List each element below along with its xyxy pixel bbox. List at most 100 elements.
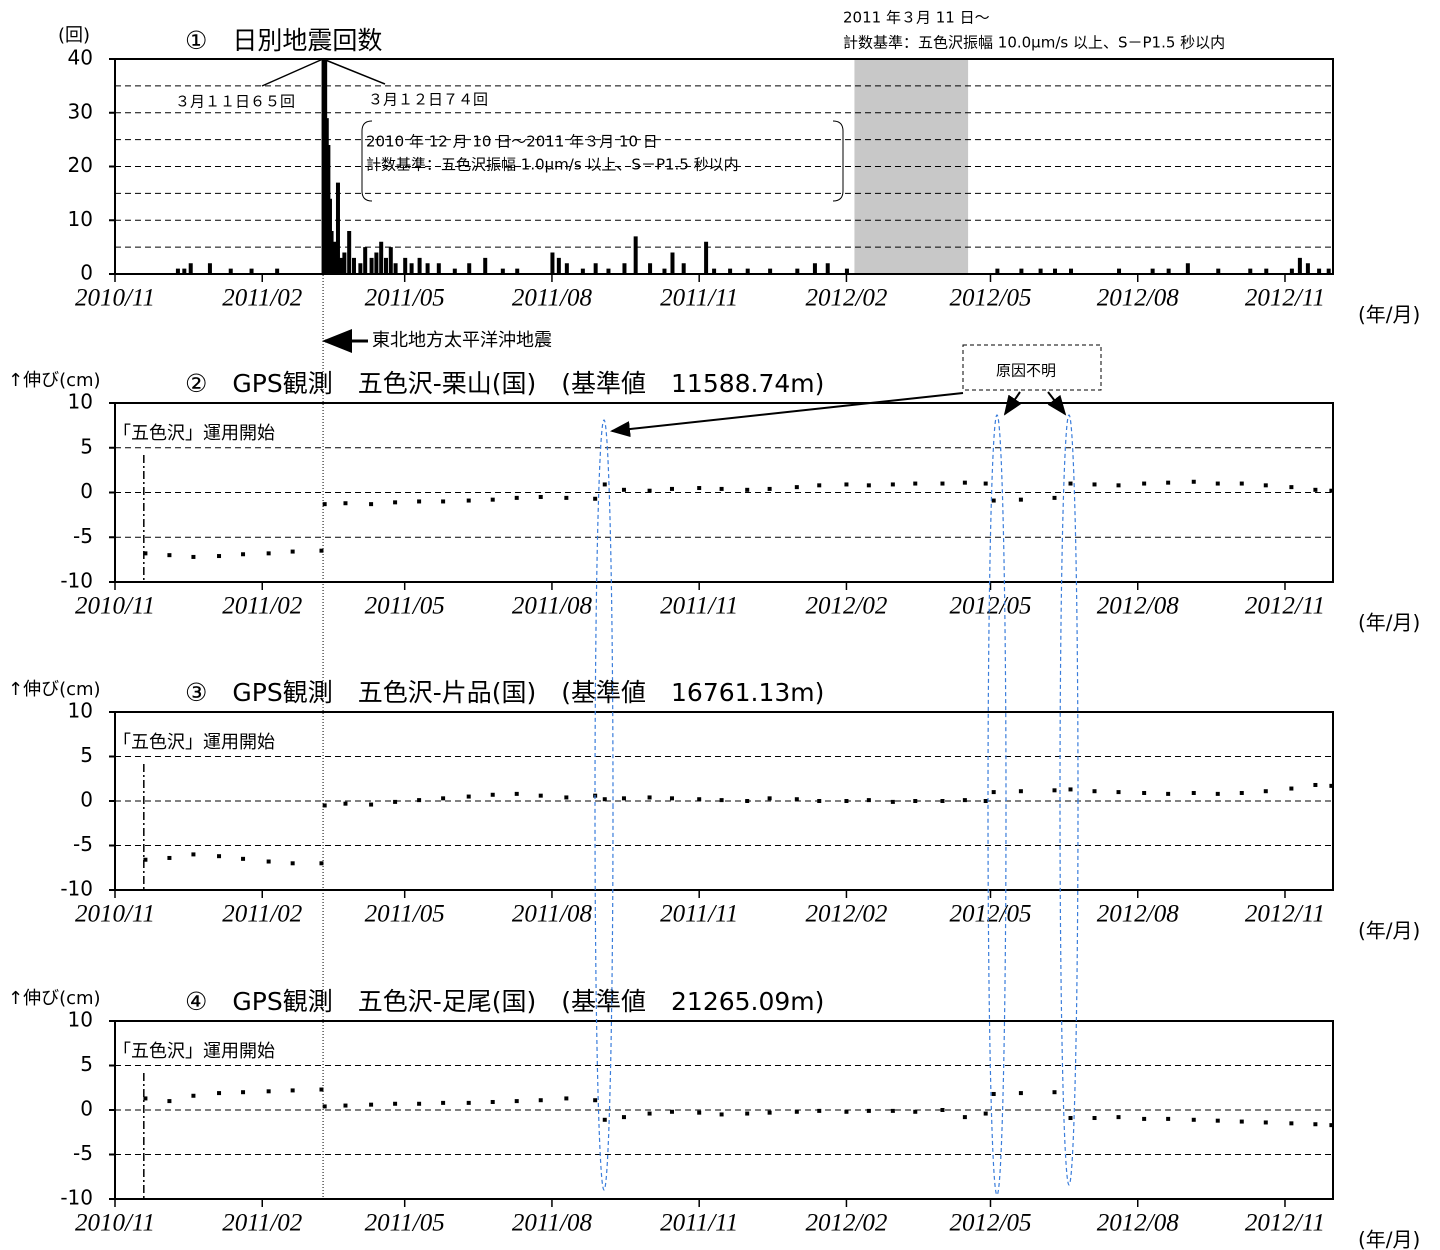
point xyxy=(647,795,652,800)
point xyxy=(983,799,988,803)
bar xyxy=(745,268,750,274)
point xyxy=(1092,789,1097,794)
point xyxy=(1289,485,1294,490)
point xyxy=(767,486,772,491)
point xyxy=(417,499,422,504)
point xyxy=(647,1111,652,1116)
point xyxy=(913,481,918,486)
point xyxy=(167,855,172,860)
point xyxy=(1142,790,1147,795)
bar xyxy=(347,231,352,274)
bar xyxy=(175,268,180,274)
x-tick-label: 2011/05 xyxy=(365,901,445,928)
note: 計数基準：五色沢振幅 1.0μm/s 以上、S－P1.5 秒以内 xyxy=(366,156,739,174)
plot-frame xyxy=(114,58,1334,275)
point xyxy=(538,494,543,499)
point xyxy=(441,796,446,801)
point xyxy=(794,797,799,802)
point xyxy=(621,1115,626,1120)
point xyxy=(669,796,674,801)
point xyxy=(844,1109,849,1114)
bar xyxy=(593,263,598,274)
point xyxy=(602,797,607,802)
y-tick-label: 5 xyxy=(80,1052,93,1076)
point xyxy=(466,498,471,503)
x-tick-label: 2012/05 xyxy=(950,1210,1032,1237)
bar xyxy=(1289,268,1294,274)
x-tick-label: 2010/11 xyxy=(75,1210,155,1237)
plot-frame xyxy=(114,711,1334,891)
point xyxy=(191,852,196,857)
point xyxy=(1116,483,1121,488)
point xyxy=(322,1104,327,1109)
bar xyxy=(342,252,347,274)
point xyxy=(143,857,148,862)
point xyxy=(564,795,569,800)
y-tick-label: -5 xyxy=(73,832,93,856)
y-tick-label: 0 xyxy=(80,788,93,812)
x-tick-label: 2011/08 xyxy=(512,285,593,312)
point xyxy=(241,1090,246,1095)
point xyxy=(794,1109,799,1114)
point xyxy=(490,1099,495,1104)
bar xyxy=(1264,268,1269,274)
annotation: ３月１２日７４回 xyxy=(368,91,488,109)
bar xyxy=(409,263,414,274)
chart-title: ② GPS観測 五色沢-栗山(国) (基準値 11588.74m) xyxy=(185,369,824,398)
point xyxy=(1052,1090,1057,1095)
point xyxy=(817,483,822,488)
point xyxy=(1263,789,1268,794)
bar xyxy=(1297,257,1302,274)
point xyxy=(866,483,871,488)
point xyxy=(621,487,626,492)
annotation: 「五色沢」運用開始 xyxy=(113,423,275,444)
bar xyxy=(452,268,457,274)
point xyxy=(913,1109,918,1114)
point xyxy=(621,796,626,801)
bar xyxy=(228,268,233,274)
note: 2011 年３月 11 日～ xyxy=(843,9,990,27)
bar xyxy=(1305,263,1310,274)
x-tick-label: 2011/05 xyxy=(365,285,445,312)
x-axis-label: (年/月) xyxy=(1358,1228,1420,1250)
point xyxy=(1018,789,1023,794)
bar xyxy=(1069,268,1074,274)
y-tick-label: 20 xyxy=(68,153,93,177)
point xyxy=(322,502,327,507)
point xyxy=(1329,783,1334,788)
y-tick-label: 0 xyxy=(80,479,93,503)
x-tick-label: 2012/05 xyxy=(950,593,1032,620)
y-tick-label: 10 xyxy=(68,207,93,231)
point xyxy=(962,480,967,485)
annotation: 「五色沢」運用開始 xyxy=(113,732,275,753)
chart-title: ① 日別地震回数 xyxy=(185,26,382,55)
note: 計数基準：五色沢振幅 10.0μm/s 以上、S－P1.5 秒以内 xyxy=(843,34,1225,52)
point xyxy=(1166,1116,1171,1121)
point xyxy=(745,799,750,803)
point xyxy=(322,803,327,808)
point xyxy=(1092,1116,1097,1121)
x-tick-label: 2010/11 xyxy=(75,901,155,928)
point xyxy=(564,495,569,500)
point xyxy=(393,500,398,505)
point xyxy=(490,792,495,797)
bar xyxy=(188,263,193,274)
point xyxy=(719,798,724,803)
y-tick-label: 10 xyxy=(68,1008,93,1032)
point xyxy=(890,799,895,804)
y-axis-label: (回) xyxy=(58,25,90,46)
point xyxy=(697,797,702,802)
bar xyxy=(403,257,408,274)
point xyxy=(697,486,702,491)
bar xyxy=(670,252,675,274)
point xyxy=(890,482,895,487)
point xyxy=(745,1111,750,1116)
point xyxy=(1116,790,1121,795)
point xyxy=(697,1110,702,1115)
point xyxy=(593,1098,598,1103)
point xyxy=(991,1091,996,1096)
bar xyxy=(844,268,849,274)
point xyxy=(319,1087,324,1092)
bar xyxy=(369,257,374,274)
bar xyxy=(606,268,611,274)
